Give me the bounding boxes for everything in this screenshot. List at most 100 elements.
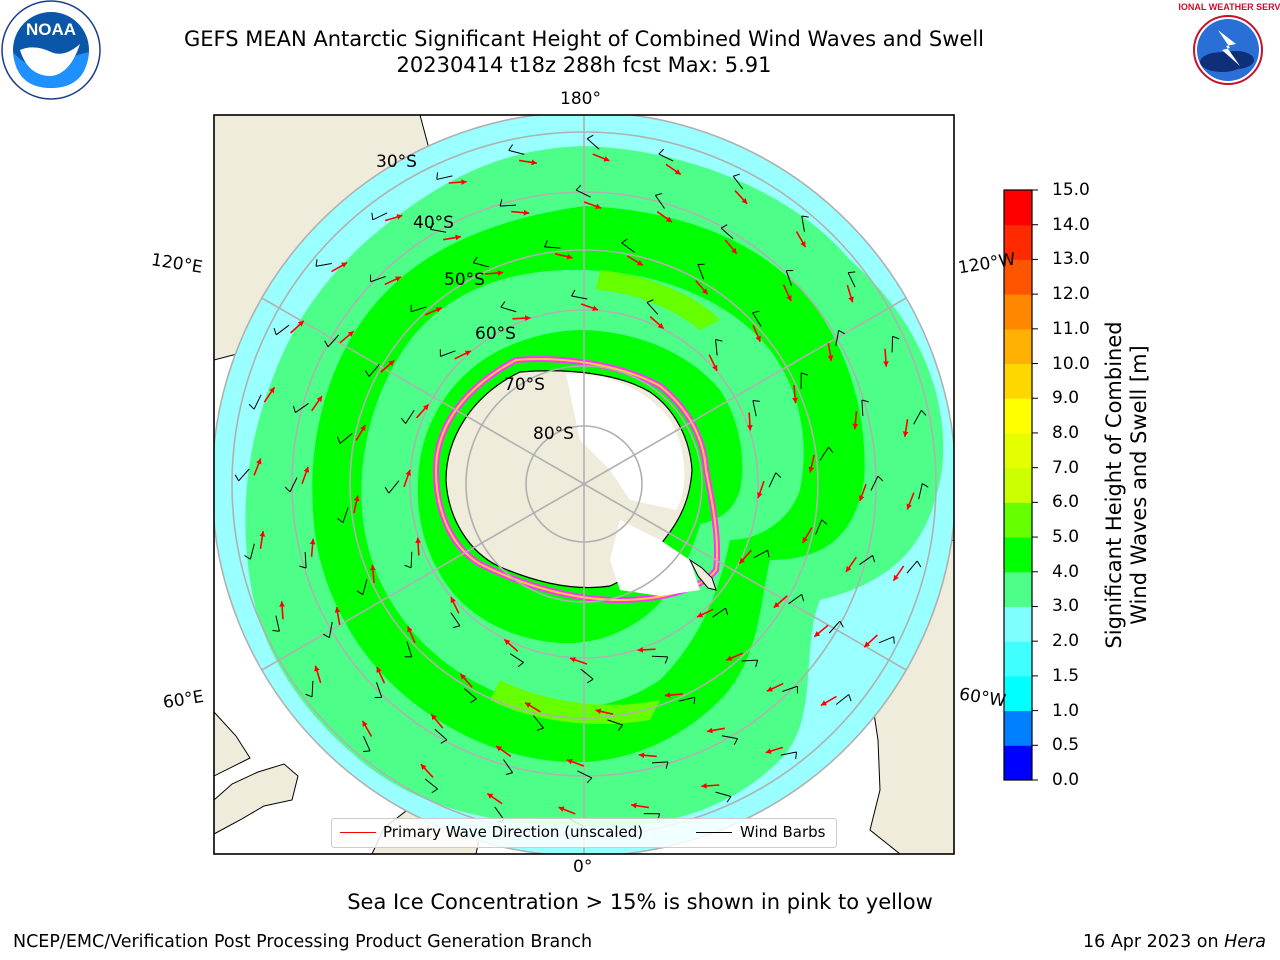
colorbar-swatch: [1004, 606, 1032, 642]
wave-arrowhead: [893, 574, 899, 581]
wind-barb-flag: [586, 777, 593, 784]
wind-barb: [410, 306, 427, 313]
wind-barb: [328, 621, 333, 638]
lat-label-40s: 40°S: [413, 213, 454, 233]
legend-wave-label: Primary Wave Direction (unscaled): [383, 823, 644, 841]
wind-barb-flag: [324, 340, 329, 348]
wave-arrowhead: [747, 424, 753, 431]
wind-barb-flag: [499, 199, 503, 207]
wind-barb-flag: [752, 400, 760, 402]
wave-arrowhead: [496, 745, 503, 752]
colorbar-tick-label: 6.0: [1052, 492, 1080, 513]
wind-barb: [315, 263, 332, 267]
wave-arrowhead: [455, 234, 461, 241]
wind-barb: [304, 551, 307, 568]
wind-barb-flag: [922, 483, 929, 488]
wave-arrowhead: [802, 536, 808, 543]
wind-barb: [311, 680, 314, 697]
colorbar-tick-label: 7.0: [1052, 457, 1080, 478]
wave-arrowhead: [603, 156, 610, 162]
wave-arrowhead: [665, 216, 672, 223]
wave-arrowhead: [707, 727, 713, 734]
wave-arrowhead: [697, 612, 704, 618]
wind-barb-flag: [305, 693, 313, 698]
wave-arrowhead: [664, 692, 671, 698]
wind-barb: [721, 735, 738, 740]
wave-arrowhead: [712, 364, 718, 371]
wind-barb-flag: [655, 192, 663, 196]
wave-arrowhead: [422, 404, 429, 411]
wave-arrowhead: [297, 320, 304, 327]
wind-barb: [571, 295, 588, 300]
colorbar-outline: [1003, 189, 1033, 781]
colorbar-swatch: [1004, 224, 1032, 260]
colorbar-tick-label: 9.0: [1052, 388, 1080, 409]
colorbar-tick-label: 12.0: [1052, 284, 1090, 305]
colorbar-tick-label: 8.0: [1052, 422, 1080, 443]
wind-barb: [533, 715, 544, 729]
wave-arrowhead: [701, 783, 707, 789]
wind-barb-flag: [586, 678, 594, 684]
wind-barb-flag: [664, 656, 669, 664]
lat-label-30s: 30°S: [376, 152, 417, 172]
wind-barb: [464, 688, 477, 700]
colorbar-label-line2: Wind Waves and Swell [m]: [1127, 345, 1151, 625]
wave-arrowhead: [674, 169, 681, 175]
wind-barb: [327, 334, 340, 348]
colorbar-swatch: [1004, 398, 1032, 434]
wave-arrowhead: [420, 764, 427, 771]
map-legend: Primary Wave Direction (unscaled) Wind B…: [331, 818, 837, 848]
colorbar-swatch: [1004, 537, 1032, 573]
wind-barb-flag: [536, 727, 544, 731]
wind-barb: [342, 507, 349, 523]
wave-arrowhead: [497, 270, 504, 276]
wave-arrowhead: [858, 495, 865, 502]
wind-barb-flag: [838, 329, 845, 335]
wave-arrowhead: [827, 355, 834, 361]
wave-arrowhead: [741, 197, 748, 204]
wind-barb-flag: [801, 215, 809, 218]
wind-barb: [436, 175, 453, 180]
colorbar-tick-label: 3.0: [1052, 596, 1080, 617]
wind-barb: [410, 551, 413, 568]
wave-arrowhead: [303, 466, 310, 473]
wind-barb: [238, 468, 250, 482]
wave-arrowhead: [353, 495, 360, 502]
colorbar-tick-label: 1.0: [1052, 700, 1080, 721]
wave-arrowhead: [566, 758, 573, 765]
wave-arrowhead: [334, 607, 341, 613]
wind-barb-flag: [755, 660, 759, 668]
nws-logo-text: NATIONAL WEATHER SERVICE: [1178, 2, 1280, 12]
colorbar-swatch: [1004, 641, 1032, 677]
legend-barb-label: Wind Barbs: [740, 823, 826, 841]
wind-barb: [370, 276, 386, 283]
wind-barb: [697, 264, 705, 280]
meridian-5: [219, 273, 585, 485]
wave-arrowhead: [731, 247, 737, 254]
wave-arrowhead: [773, 601, 780, 608]
wind-barb: [658, 153, 674, 162]
wave-arrowhead: [309, 538, 316, 545]
wave-arrowhead: [883, 361, 889, 367]
wind-barb: [654, 195, 665, 209]
colorbar: [1003, 189, 1038, 781]
wind-barb-flag: [617, 724, 624, 731]
wave-arrowhead: [256, 458, 262, 465]
colorbar-swatch: [1004, 363, 1032, 399]
wind-barb: [424, 778, 438, 790]
wind-barb-flag: [586, 134, 594, 140]
wind-barb-flag: [795, 751, 798, 759]
wind-barb-flag: [839, 620, 844, 628]
wind-barb-flag: [916, 560, 922, 568]
colorbar-tick-label: 13.0: [1052, 249, 1090, 270]
wind-barb: [575, 189, 591, 198]
wave-arrowhead: [314, 665, 320, 672]
wind-barb-flag: [725, 607, 729, 615]
wind-barb-flag: [665, 761, 669, 769]
wind-barb: [835, 694, 850, 705]
wind-barb-flag: [315, 259, 318, 267]
wind-barb: [544, 246, 561, 249]
wind-barb: [859, 554, 873, 565]
colorbar-swatch: [1004, 467, 1032, 503]
band-5-6m-a: [596, 270, 720, 330]
